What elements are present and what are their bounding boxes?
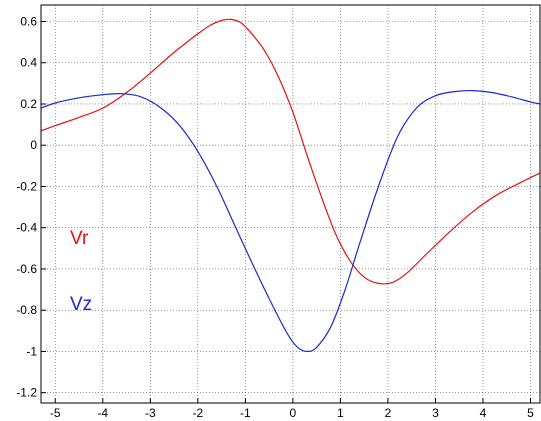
series-line-vr: [40, 18, 541, 285]
x-tick-label: -1: [240, 406, 251, 420]
y-tick-label: -0.8: [16, 303, 37, 317]
x-tick-label: 0: [290, 406, 297, 420]
grid: [41, 5, 540, 403]
y-tick-label: -0.6: [16, 262, 37, 276]
series-label-vz: Vz: [70, 294, 92, 315]
x-tick-label: -3: [145, 406, 156, 420]
y-tick-label: -0.2: [16, 179, 37, 193]
y-tick-label: -0.4: [16, 221, 37, 235]
x-tick-label: -2: [192, 406, 203, 420]
x-tick-label: 1: [337, 406, 344, 420]
x-tick-label: -4: [97, 406, 108, 420]
plot-frame: [40, 4, 541, 404]
x-tick-label: 4: [480, 406, 487, 420]
x-tick-label: -5: [50, 406, 61, 420]
x-tick-label: 5: [527, 406, 534, 420]
y-tick-label: 0.6: [20, 14, 37, 28]
x-tick-label: 3: [432, 406, 439, 420]
series-line-vz: [40, 89, 541, 353]
y-tick-label: 0.4: [20, 56, 37, 70]
axis-ticks: -5 -4 -3 -2 -1 0 1 2 3 4 5 0.6 0.4 0.2 0 -0.2 -0.4 -0.6 -0…: [16, 14, 534, 420]
y-tick-label: -1.2: [16, 386, 37, 400]
series-lines: [40, 18, 541, 353]
y-tick-label: 0.2: [20, 97, 37, 111]
series-label-vr: Vr: [70, 228, 89, 249]
y-tick-label: -1: [26, 344, 37, 358]
y-tick-label: 0: [30, 138, 37, 152]
x-tick-label: 2: [385, 406, 392, 420]
